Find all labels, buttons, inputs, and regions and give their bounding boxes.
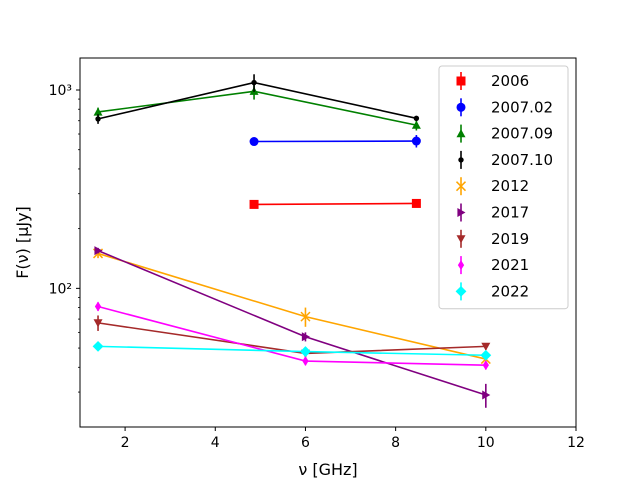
data-marker (411, 136, 421, 146)
y-tick-label: 10² (49, 281, 72, 297)
series-2007.02 (249, 135, 421, 148)
data-marker (480, 349, 492, 361)
legend-label: 2007.09 (491, 125, 553, 143)
legend: 2006 2007.02 2007.09 2007.10 2012 2017 2019 202… (438, 65, 569, 310)
legend-item-2012: 2012 (455, 177, 529, 196)
legend-item-2022: 2022 (455, 282, 529, 301)
data-marker (92, 340, 104, 352)
data-marker (94, 301, 102, 312)
legend-item-2021: 2021 (457, 256, 529, 275)
legend-item-2017: 2017 (457, 203, 529, 222)
x-tick-label: 10 (477, 435, 495, 451)
legend-box (438, 65, 569, 310)
legend-item-2007.02: 2007.02 (456, 98, 553, 117)
data-marker (482, 390, 491, 400)
data-marker (302, 356, 309, 367)
axes-frame (79, 57, 577, 428)
legend-label: 2007.02 (491, 98, 553, 116)
x-tick-label: 12 (567, 435, 585, 451)
data-marker (456, 235, 466, 244)
series-line (254, 202, 417, 206)
data-marker (482, 360, 489, 371)
legend-label: 2017 (491, 204, 529, 222)
legend-label: 2007.10 (491, 151, 553, 169)
data-marker (301, 332, 310, 342)
x-axis: 2 4 6 8 10 12 (121, 427, 585, 451)
y-axis-label: F(ν) [μJy] (13, 206, 32, 279)
legend-label: 2006 (491, 72, 529, 90)
data-marker (93, 107, 103, 116)
legend-item-2006: 2006 (456, 72, 529, 90)
data-marker (455, 181, 467, 192)
data-marker (411, 198, 421, 208)
data-marker-stroke (455, 181, 467, 192)
data-marker (481, 342, 491, 351)
data-marker (249, 137, 259, 147)
data-marker (93, 319, 103, 328)
data-marker (411, 120, 421, 129)
legend-item-2019: 2019 (456, 229, 529, 248)
legend-item-2007.10: 2007.10 (458, 150, 553, 169)
x-tick-label: 2 (121, 435, 130, 451)
data-marker (94, 246, 103, 256)
data-marker (300, 346, 311, 357)
data-marker (456, 76, 466, 86)
data-marker (251, 79, 257, 86)
data-marker (458, 157, 464, 163)
series-2022 (92, 340, 492, 361)
y-tick-label: 10³ (49, 83, 72, 99)
data-marker (457, 208, 466, 217)
data-marker (455, 286, 467, 297)
data-marker (456, 129, 466, 138)
series-2007.10 (95, 74, 420, 124)
x-axis-label: ν [GHz] (298, 460, 357, 479)
data-marker (95, 116, 101, 122)
data-marker-stroke (300, 311, 311, 322)
data-marker (300, 311, 311, 322)
plot-area (92, 74, 492, 408)
legend-label: 2012 (491, 177, 529, 195)
legend-label: 2019 (491, 230, 529, 248)
series-2006 (249, 198, 421, 209)
data-marker (456, 102, 466, 112)
data-marker (457, 260, 465, 271)
x-tick-label: 4 (211, 435, 220, 451)
legend-label: 2022 (491, 282, 529, 300)
y-axis: 10² 10³ (49, 83, 80, 393)
legend-item-2007.09: 2007.09 (456, 124, 553, 143)
data-marker (413, 115, 420, 122)
x-tick-label: 8 (391, 435, 400, 451)
series-2021 (94, 301, 489, 371)
x-tick-label: 6 (301, 435, 310, 451)
series-2017 (94, 246, 491, 408)
data-marker (249, 199, 259, 209)
legend-label: 2021 (491, 256, 529, 274)
